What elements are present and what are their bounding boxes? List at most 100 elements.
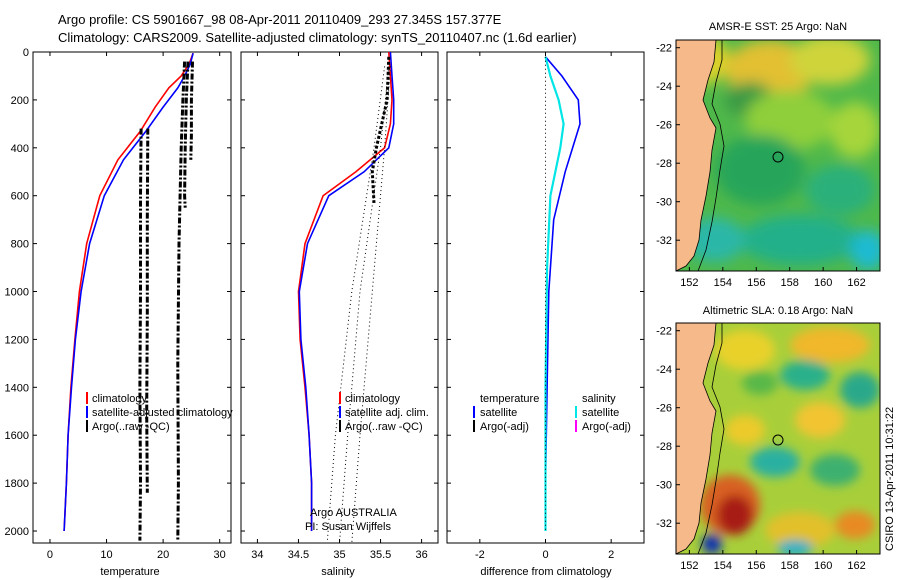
diff-xtick-label: 2	[608, 549, 614, 561]
temp-series-satellite-adjusted-climatology	[63, 52, 194, 532]
sal-series-argo-raw-qc-2	[326, 66, 386, 543]
salinity-xlabel: salinity	[321, 566, 355, 578]
sal-series-argo-raw-qc-1	[370, 56, 391, 203]
map-ytick-label: -30	[656, 197, 672, 209]
sst-map-ticks: 152 154 156 158 160 162 -22 -24 -26 -28 -30 -32	[656, 43, 866, 289]
sal-xtick-label: 35.5	[370, 549, 391, 561]
temperature-series	[63, 52, 194, 541]
argo-annotation-line2: PI: Susan Wijffels	[305, 521, 391, 533]
map-ytick-label: -24	[656, 364, 672, 376]
map-ytick-label: -22	[656, 43, 672, 55]
map-xtick-label: 154	[714, 277, 732, 289]
diff-xtick-label: -2	[475, 549, 485, 561]
sla-map-land	[676, 323, 717, 554]
sal-series-satellite-adj-clim-	[298, 52, 395, 531]
temp-xtick-label: 30	[214, 549, 226, 561]
legend-label-temperature: temperature	[480, 393, 539, 405]
map-xtick-label: 156	[747, 560, 765, 572]
legend-label-climatology: climatology	[345, 393, 401, 405]
legend-label-sal-satellite: satellite	[582, 407, 619, 419]
map-ytick-label: -32	[656, 235, 672, 247]
temp-series-argo-raw-qc-3	[176, 61, 187, 541]
temp-xtick-label: 0	[47, 549, 53, 561]
depth-tick-label: 2000	[5, 526, 29, 538]
depth-tick-label: 600	[11, 191, 29, 203]
sst-map-land	[676, 40, 717, 271]
difference-legend: temperature satellite Argo(-adj) salinit…	[473, 393, 631, 433]
map-ytick-label: -28	[656, 441, 672, 453]
map-ytick-label: -26	[656, 403, 672, 415]
temperature-xlabel: temperature	[100, 566, 159, 578]
depth-tick-label: 800	[11, 239, 29, 251]
depth-tick-label: 400	[11, 143, 29, 155]
map-ytick-label: -26	[656, 120, 672, 132]
legend-label-salinity: salinity	[582, 393, 616, 405]
map-xtick-label: 162	[847, 560, 865, 572]
map-xtick-label: 160	[814, 560, 832, 572]
depth-tick-label: 0	[23, 47, 29, 59]
sal-xtick-label: 34	[251, 549, 263, 561]
map-ytick-label: -24	[656, 81, 672, 93]
difference-series	[544, 56, 581, 531]
temp-series-argo-raw-qc-1	[138, 128, 143, 541]
map-xtick-label: 152	[680, 560, 698, 572]
temp-xtick-label: 20	[157, 549, 169, 561]
sst-map-argo-marker	[772, 151, 784, 163]
depth-tick-label: 200	[11, 95, 29, 107]
map-xtick-label: 158	[781, 560, 799, 572]
diff-series-salinity-satellite	[544, 56, 565, 531]
temp-xtick-label: 10	[100, 549, 112, 561]
sst-map-contour	[697, 40, 725, 271]
temp-series-argo-raw-qc-4	[183, 61, 190, 208]
sla-map-frame	[675, 322, 881, 555]
diff-xtick-label: 0	[542, 549, 548, 561]
map-xtick-label: 154	[714, 560, 732, 572]
sst-map	[676, 40, 880, 271]
depth-tick-label: 1200	[5, 334, 29, 346]
map-ytick-label: -28	[656, 158, 672, 170]
map-ytick-label: -30	[656, 480, 672, 492]
sst-map-title: AMSR-E SST: 25 Argo: NaN	[709, 21, 847, 33]
figure-title-line2: Climatology: CARS2009. Satellite-adjuste…	[58, 30, 577, 45]
legend-label-climatology: climatology	[92, 393, 148, 405]
salinity-legend: climatology satellite adj. clim. Argo(..…	[305, 392, 429, 533]
depth-tick-label: 1400	[5, 382, 29, 394]
temperature-legend: climatology satellite-adjusted climatolo…	[86, 392, 233, 433]
legend-label-temp-argo: Argo(-adj)	[480, 421, 529, 433]
map-xtick-label: 160	[814, 277, 832, 289]
axis-ticks: 0 10 20 30020040060080010001200140016001800…	[5, 47, 644, 561]
map-xtick-label: 158	[781, 277, 799, 289]
legend-label-sal-argo: Argo(-adj)	[582, 421, 631, 433]
sla-map-argo-marker	[772, 434, 784, 446]
map-xtick-label: 162	[847, 277, 865, 289]
sla-map	[676, 323, 880, 554]
depth-tick-label: 1800	[5, 478, 29, 490]
sla-map-contour	[697, 323, 725, 554]
map-ytick-label: -32	[656, 518, 672, 530]
sal-xtick-label: 34.5	[288, 549, 309, 561]
map-xtick-label: 152	[680, 277, 698, 289]
salinity-panel	[240, 51, 439, 544]
sal-xtick-label: 36	[415, 549, 427, 561]
temperature-panel	[32, 51, 232, 544]
map-ytick-label: -22	[656, 326, 672, 338]
legend-label-argo: Argo(..raw -QC)	[92, 421, 170, 433]
sla-map-title: Altimetric SLA: 0.18 Argo: NaN	[703, 305, 853, 317]
legend-label-satellite: satellite-adjusted climatology	[92, 407, 233, 419]
salinity-series	[297, 52, 395, 543]
credit-timestamp: CSIRO 13-Apr-2011 10:31:22	[884, 407, 896, 551]
temp-series-argo-raw-qc-2	[145, 128, 150, 493]
legend-label-argo: Argo(..raw -QC)	[345, 421, 423, 433]
legend-label-satellite: satellite adj. clim.	[345, 407, 429, 419]
sla-map-ticks: 152 154 156 158 160 162 -22 -24 -26 -28 -30 -32	[656, 326, 866, 572]
sst-map-frame	[675, 39, 881, 272]
argo-annotation-line1: Argo AUSTRALIA	[310, 507, 397, 519]
depth-tick-label: 1000	[5, 287, 29, 299]
depth-tick-label: 1600	[5, 430, 29, 442]
legend-label-temp-satellite: satellite	[480, 407, 517, 419]
figure-title-line1: Argo profile: CS 5901667_98 08-Apr-2011 …	[58, 12, 502, 27]
difference-xlabel: difference from climatology	[480, 566, 612, 578]
map-xtick-label: 156	[747, 277, 765, 289]
temp-series-argo-raw-qc-5	[189, 61, 194, 160]
